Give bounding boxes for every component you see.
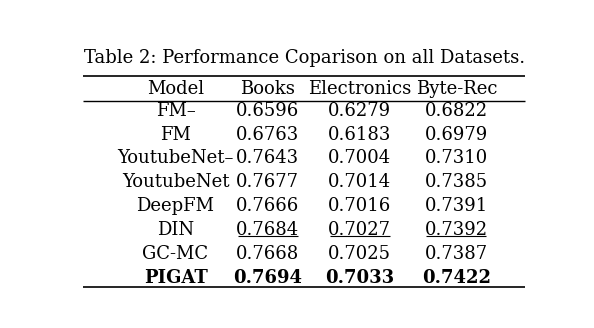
Text: PIGAT: PIGAT bbox=[144, 269, 207, 287]
Text: 0.7033: 0.7033 bbox=[325, 269, 394, 287]
Text: GC-MC: GC-MC bbox=[143, 245, 208, 263]
Text: 0.7392: 0.7392 bbox=[425, 221, 488, 239]
Text: 0.7310: 0.7310 bbox=[425, 150, 488, 167]
Text: 0.7666: 0.7666 bbox=[236, 197, 299, 215]
Text: 0.7643: 0.7643 bbox=[236, 150, 299, 167]
Text: 0.6979: 0.6979 bbox=[425, 126, 488, 144]
Text: Byte-Rec: Byte-Rec bbox=[416, 80, 497, 98]
Text: 0.6596: 0.6596 bbox=[236, 102, 299, 120]
Text: 0.7004: 0.7004 bbox=[328, 150, 391, 167]
Text: 0.7387: 0.7387 bbox=[425, 245, 488, 263]
Text: Table 2: Performance Coparison on all Datasets.: Table 2: Performance Coparison on all Da… bbox=[84, 50, 525, 68]
Text: 0.7385: 0.7385 bbox=[425, 173, 488, 191]
Text: 0.7694: 0.7694 bbox=[233, 269, 302, 287]
Text: 0.7391: 0.7391 bbox=[425, 197, 488, 215]
Text: 0.7684: 0.7684 bbox=[236, 221, 299, 239]
Text: 0.7668: 0.7668 bbox=[236, 245, 299, 263]
Text: YoutubeNet–: YoutubeNet– bbox=[118, 150, 233, 167]
Text: 0.6763: 0.6763 bbox=[236, 126, 299, 144]
Text: 0.7016: 0.7016 bbox=[328, 197, 391, 215]
Text: 0.7027: 0.7027 bbox=[328, 221, 391, 239]
Text: Electronics: Electronics bbox=[308, 80, 411, 98]
Text: 0.6279: 0.6279 bbox=[328, 102, 391, 120]
Text: YoutubeNet: YoutubeNet bbox=[122, 173, 229, 191]
Text: FM–: FM– bbox=[156, 102, 195, 120]
Text: 0.6822: 0.6822 bbox=[425, 102, 488, 120]
Text: Model: Model bbox=[147, 80, 204, 98]
Text: 0.6183: 0.6183 bbox=[328, 126, 391, 144]
Text: 0.7422: 0.7422 bbox=[422, 269, 491, 287]
Text: DIN: DIN bbox=[157, 221, 194, 239]
Text: DeepFM: DeepFM bbox=[137, 197, 214, 215]
Text: FM: FM bbox=[160, 126, 191, 144]
Text: 0.7677: 0.7677 bbox=[236, 173, 299, 191]
Text: 0.7025: 0.7025 bbox=[328, 245, 391, 263]
Text: Books: Books bbox=[240, 80, 295, 98]
Text: 0.7014: 0.7014 bbox=[328, 173, 391, 191]
